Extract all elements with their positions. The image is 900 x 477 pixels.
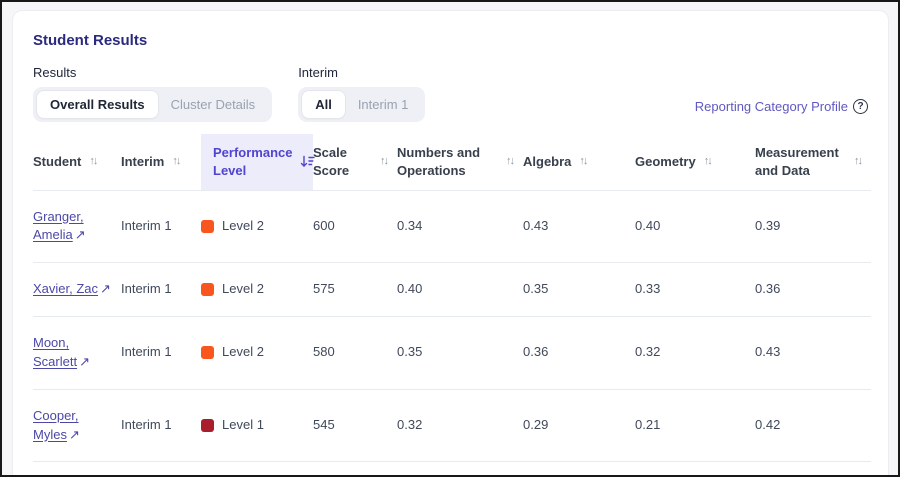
measurement-data-cell: 0.39 bbox=[755, 190, 871, 264]
interim-option-all[interactable]: All bbox=[302, 91, 345, 118]
geometry-cell: 0.22 bbox=[635, 461, 755, 475]
column-header-measurement-and-data[interactable]: Measurement and Data ↑↓ bbox=[755, 134, 871, 191]
geometry-cell: 0.33 bbox=[635, 262, 755, 318]
scale-score-cell: 580 bbox=[313, 316, 397, 390]
column-header-scale-score[interactable]: Scale Score ↑↓ bbox=[313, 134, 397, 191]
student-link[interactable]: Xavier, Zac bbox=[33, 281, 99, 297]
column-header-numbers-and-operations[interactable]: Numbers and Operations ↑↓ bbox=[397, 134, 523, 191]
algebra-cell: 0.43 bbox=[523, 190, 635, 264]
reporting-category-profile: Reporting Category Profile ? bbox=[695, 99, 868, 114]
column-header-student[interactable]: Student ↑↓ bbox=[33, 134, 121, 191]
column-header-performance-level[interactable]: Performance Level bbox=[201, 134, 316, 191]
geometry-cell: 0.40 bbox=[635, 190, 755, 264]
algebra-cell: 0.29 bbox=[523, 389, 635, 463]
scale-score-cell: 575 bbox=[313, 262, 397, 318]
performance-level-label: Level 2 bbox=[222, 344, 264, 360]
table-header-row: Student ↑↓ Interim ↑↓ Performance Level bbox=[33, 134, 871, 191]
column-header-label: Performance Level bbox=[213, 145, 293, 178]
interim-cell: Interim 1 bbox=[121, 262, 201, 318]
performance-level-swatch bbox=[201, 283, 214, 297]
numbers-operations-cell: 0.34 bbox=[397, 190, 523, 264]
numbers-operations-cell: 0.35 bbox=[397, 316, 523, 390]
column-header-geometry[interactable]: Geometry ↑↓ bbox=[635, 134, 755, 191]
results-option-cluster-details[interactable]: Cluster Details bbox=[158, 91, 269, 118]
column-header-label: Student bbox=[33, 153, 82, 169]
performance-level-swatch bbox=[201, 219, 214, 233]
interim-filter-label: Interim bbox=[298, 65, 338, 80]
performance-level-label: Level 1 bbox=[222, 417, 264, 433]
sort-icon[interactable]: ↑↓ bbox=[380, 155, 389, 168]
geometry-cell: 0.21 bbox=[635, 389, 755, 463]
interim-option-interim-1[interactable]: Interim 1 bbox=[345, 91, 422, 118]
numbers-operations-cell: 0.32 bbox=[397, 389, 523, 463]
interim-cell: Interim 1 bbox=[121, 190, 201, 264]
results-filter-group: Results Overall Results Cluster Details bbox=[33, 65, 273, 122]
column-header-label: Algebra bbox=[523, 153, 572, 169]
student-link[interactable]: Granger, Amelia bbox=[33, 208, 84, 243]
scale-score-cell: 600 bbox=[313, 190, 397, 264]
interim-cell: Interim 1 bbox=[121, 316, 201, 390]
external-link-icon: ↗ bbox=[100, 281, 111, 297]
table-row: Xavier, Zac ↗ Interim 1 Level 2 575 0.40 … bbox=[33, 262, 871, 318]
reporting-category-profile-link[interactable]: Reporting Category Profile bbox=[694, 99, 848, 114]
performance-level-label: Level 2 bbox=[222, 217, 264, 233]
algebra-cell: 0.29 bbox=[523, 461, 635, 475]
table-row: Cooper, Myles ↗ Interim 1 Level 1 545 0.3… bbox=[33, 389, 871, 463]
column-header-label: Geometry bbox=[635, 153, 696, 169]
column-header-label: Scale Score bbox=[313, 145, 350, 178]
student-results-table: Student ↑↓ Interim ↑↓ Performance Level bbox=[33, 134, 871, 475]
performance-level-label: Level 2 bbox=[222, 281, 264, 297]
student-link[interactable]: Cooper, Myles bbox=[33, 407, 79, 442]
geometry-cell: 0.32 bbox=[635, 316, 755, 390]
column-header-label: Measurement and Data bbox=[755, 145, 839, 178]
measurement-data-cell: 0.40 bbox=[755, 461, 871, 475]
page-title: Student Results bbox=[33, 32, 148, 49]
column-header-label: Interim bbox=[121, 153, 165, 169]
sort-icon[interactable]: ↑↓ bbox=[579, 155, 588, 168]
numbers-operations-cell: 0.30 bbox=[397, 461, 523, 475]
results-option-overall-results[interactable]: Overall Results bbox=[37, 91, 158, 118]
sort-icon[interactable]: ↑↓ bbox=[89, 155, 98, 168]
sort-icon[interactable]: ↑↓ bbox=[854, 155, 863, 168]
column-header-algebra[interactable]: Algebra ↑↓ bbox=[523, 134, 635, 191]
results-segmented-control: Overall Results Cluster Details bbox=[33, 87, 273, 122]
interim-cell: Interim 1 bbox=[121, 461, 201, 475]
column-header-label: Numbers and Operations bbox=[397, 145, 481, 178]
student-results-panel: Student Results Results Overall Results … bbox=[12, 10, 889, 475]
filters-row: Results Overall Results Cluster Details … bbox=[33, 65, 868, 122]
algebra-cell: 0.35 bbox=[523, 262, 635, 318]
table-row: Granger, Amelia ↗ Interim 1 Level 2 600 0… bbox=[33, 190, 871, 264]
interim-segmented-control: All Interim 1 bbox=[298, 87, 426, 122]
measurement-data-cell: 0.36 bbox=[755, 262, 871, 318]
measurement-data-cell: 0.42 bbox=[755, 389, 871, 463]
scale-score-cell: 545 bbox=[313, 389, 397, 463]
sort-icon[interactable]: ↑↓ bbox=[172, 155, 181, 168]
table-row: Ambrose, Wyatt↗ Interim 1 Level 1 550 0.… bbox=[33, 461, 871, 475]
scale-score-cell: 550 bbox=[313, 461, 397, 475]
interim-cell: Interim 1 bbox=[121, 389, 201, 463]
column-header-interim[interactable]: Interim ↑↓ bbox=[121, 134, 201, 191]
performance-level-swatch bbox=[201, 346, 214, 360]
results-filter-label: Results bbox=[33, 65, 77, 80]
help-icon[interactable]: ? bbox=[853, 99, 868, 114]
sort-icon[interactable]: ↑↓ bbox=[703, 155, 713, 168]
measurement-data-cell: 0.43 bbox=[755, 316, 871, 390]
performance-level-swatch bbox=[201, 419, 214, 433]
sort-descending-icon[interactable] bbox=[300, 155, 316, 168]
algebra-cell: 0.36 bbox=[523, 316, 635, 390]
sort-icon[interactable]: ↑↓ bbox=[506, 155, 515, 168]
external-link-icon: ↗ bbox=[79, 353, 90, 369]
numbers-operations-cell: 0.40 bbox=[397, 262, 523, 318]
interim-filter-group: Interim All Interim 1 bbox=[298, 65, 426, 122]
external-link-icon: ↗ bbox=[68, 426, 80, 442]
table-row: Moon, Scarlett ↗ Interim 1 Level 2 580 0.… bbox=[33, 316, 871, 390]
external-link-icon: ↗ bbox=[74, 227, 86, 243]
student-link[interactable]: Moon, Scarlett bbox=[33, 335, 78, 369]
